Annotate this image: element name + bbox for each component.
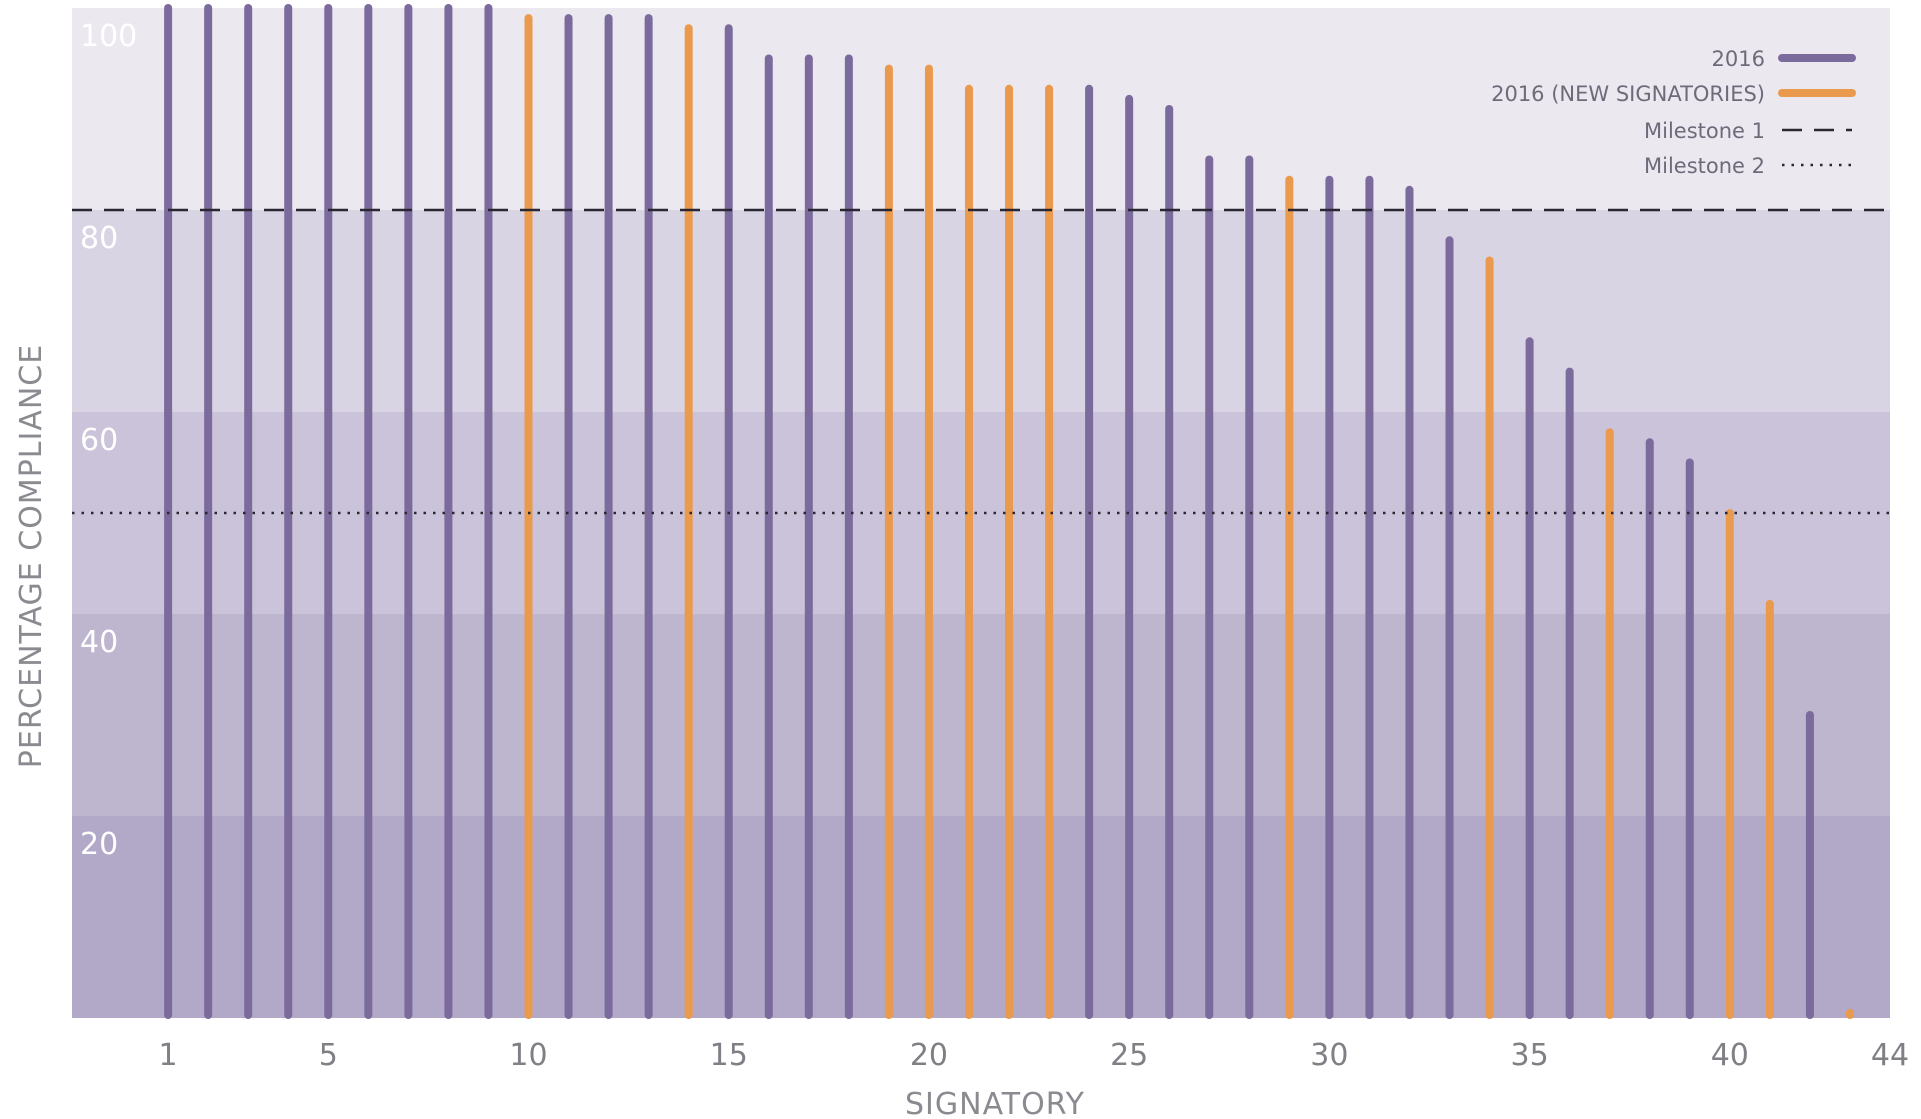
x-tick-44: 44 xyxy=(1871,1038,1909,1073)
x-tick-10: 10 xyxy=(509,1038,547,1073)
x-tick-25: 25 xyxy=(1110,1038,1148,1073)
background-bands xyxy=(72,8,1890,1018)
band-20-40 xyxy=(72,614,1890,816)
legend-label-milestone-2: Milestone 2 xyxy=(1644,154,1765,178)
legend-label-new-signatories: 2016 (NEW SIGNATORIES) xyxy=(1491,82,1765,106)
x-tick-30: 30 xyxy=(1310,1038,1348,1073)
x-tick-20: 20 xyxy=(910,1038,948,1073)
x-tick-5: 5 xyxy=(319,1038,338,1073)
x-axis-title: SIGNATORY xyxy=(905,1087,1085,1119)
band-60-80 xyxy=(72,210,1890,412)
x-tick-labels: 1 5 10 15 20 25 30 35 40 44 xyxy=(159,1038,1910,1073)
y-tick-80: 80 xyxy=(80,221,118,256)
y-tick-labels: 20 40 60 80 100 xyxy=(80,19,137,862)
band-0-20 xyxy=(72,816,1890,1018)
band-40-60 xyxy=(72,412,1890,614)
y-tick-60: 60 xyxy=(80,423,118,458)
x-tick-15: 15 xyxy=(710,1038,748,1073)
y-axis-title: PERCENTAGE COMPLIANCE xyxy=(14,344,49,768)
legend-label-2016: 2016 xyxy=(1712,47,1765,71)
y-tick-20: 20 xyxy=(80,827,118,862)
x-tick-35: 35 xyxy=(1511,1038,1549,1073)
legend: 2016 2016 (NEW SIGNATORIES) Milestone 1 … xyxy=(1491,47,1856,178)
milestone-lines xyxy=(72,208,1890,515)
x-tick-1: 1 xyxy=(159,1038,178,1073)
band-80-100 xyxy=(72,8,1890,210)
legend-label-milestone-1: Milestone 1 xyxy=(1644,119,1765,143)
bars xyxy=(164,4,1854,1019)
x-tick-40: 40 xyxy=(1711,1038,1749,1073)
y-tick-100: 100 xyxy=(80,19,137,54)
y-tick-40: 40 xyxy=(80,625,118,660)
